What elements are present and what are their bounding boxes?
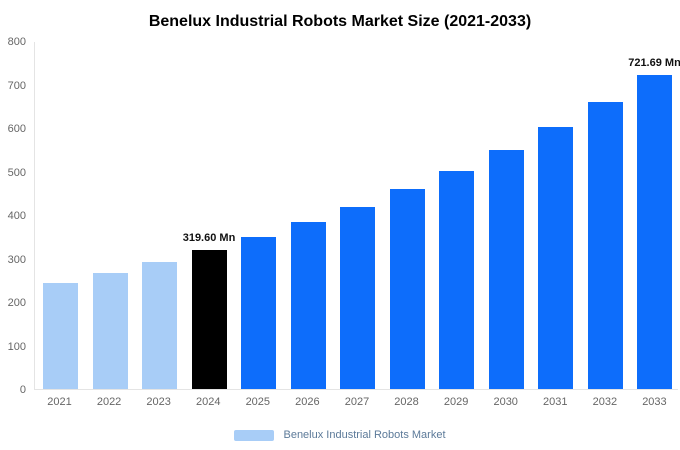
x-tick-label: 2026 xyxy=(295,396,320,408)
y-tick-label: 800 xyxy=(7,36,26,48)
x-axis: 2021 2022 2023 2024 2025 2026 2027 2028 2029 2030… xyxy=(34,396,678,408)
bar-value-label: 319.60 Mn xyxy=(182,231,236,244)
x-tick-label: 2031 xyxy=(543,396,568,408)
x-tick-label: 2029 xyxy=(443,396,469,408)
plot-area: 319.60 Mn 721.69 Mn xyxy=(34,42,680,390)
bar-2022 xyxy=(92,272,128,389)
bar-2031 xyxy=(538,127,573,389)
bar-2029 xyxy=(439,170,474,389)
bar-2032 xyxy=(587,102,623,389)
bar-2021 xyxy=(43,282,78,389)
bar-2024: 319.60 Mn xyxy=(183,232,235,389)
y-tick-label: 700 xyxy=(7,79,26,92)
chart-title: Benelux Industrial Robots Market Size (2… xyxy=(148,13,532,30)
x-tick-label: 2028 xyxy=(394,396,419,408)
x-tick-label: 2033 xyxy=(642,396,667,408)
y-tick-label: 200 xyxy=(7,297,26,309)
bar-2030 xyxy=(488,149,524,389)
x-tick-label: 2027 xyxy=(344,396,370,408)
y-tick-label: 100 xyxy=(7,340,26,353)
bar-2025 xyxy=(241,236,276,389)
y-tick-label: 0 xyxy=(19,384,26,396)
bar-2033: 721.69 Mn xyxy=(628,57,680,389)
bars-container: 319.60 Mn 721.69 Mn xyxy=(34,42,680,390)
x-tick-label: 2030 xyxy=(493,396,518,408)
legend-label: Benelux Industrial Robots Market xyxy=(283,429,446,441)
bar-2027 xyxy=(340,206,375,389)
y-axis: 0 100 200 300 400 500 600 700 800 xyxy=(0,36,30,396)
legend-swatch xyxy=(234,429,275,441)
bar-2023 xyxy=(142,261,177,389)
x-tick-label: 2025 xyxy=(245,396,271,408)
legend-item[interactable]: Benelux Industrial Robots Market xyxy=(0,429,680,441)
x-tick-label: 2024 xyxy=(195,396,221,408)
y-tick-label: 300 xyxy=(7,253,26,266)
y-tick-label: 600 xyxy=(7,123,26,135)
bar-2026 xyxy=(290,222,326,389)
x-tick-label: 2022 xyxy=(96,396,122,408)
y-tick-label: 500 xyxy=(7,166,26,179)
x-tick-label: 2023 xyxy=(146,396,171,408)
bar-value-label: 721.69 Mn xyxy=(628,57,680,70)
x-tick-label: 2032 xyxy=(592,396,618,408)
bar-2028 xyxy=(389,189,425,389)
y-tick-label: 400 xyxy=(7,210,26,222)
x-tick-label: 2021 xyxy=(47,396,72,408)
